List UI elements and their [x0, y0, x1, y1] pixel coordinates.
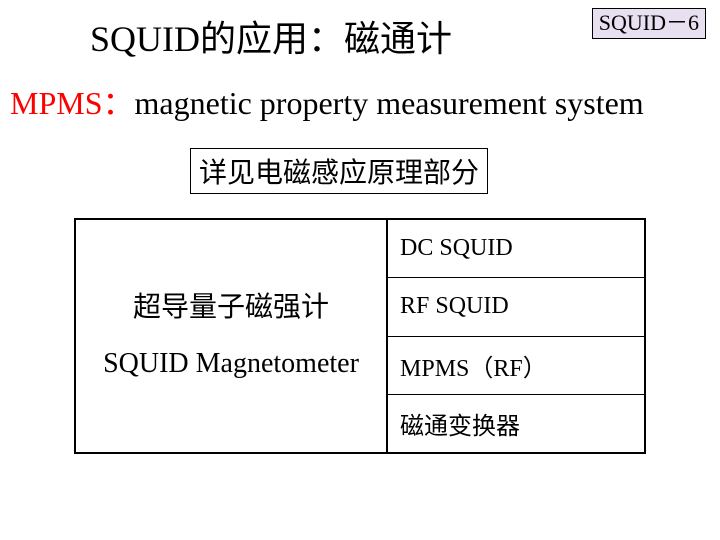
table-right-column: DC SQUID RF SQUID MPMS（RF） 磁通变换器	[388, 220, 644, 452]
table-left-line1: 超导量子磁强计	[133, 280, 329, 336]
table-right-cell-3: 磁通变换器	[388, 395, 644, 452]
table-right-cell-2: MPMS（RF）	[388, 337, 644, 395]
subtitle: MPMS：magnetic property measurement syste…	[10, 78, 644, 124]
reference-note: 详见电磁感应原理部分	[190, 148, 488, 194]
table-right-cell-1: RF SQUID	[388, 278, 644, 336]
acronym-expansion: magnetic property measurement system	[135, 85, 644, 121]
table-right-cell-0: DC SQUID	[388, 220, 644, 278]
table-left-line2: SQUID Magnetometer	[103, 336, 359, 392]
acronym-mpms: MPMS：	[10, 85, 135, 121]
table-left-column: 超导量子磁强计 SQUID Magnetometer	[76, 220, 388, 452]
page-title: SQUID的应用：磁通计	[90, 10, 452, 62]
squid-table: 超导量子磁强计 SQUID Magnetometer DC SQUID RF S…	[74, 218, 646, 454]
page-number-badge: SQUID－6	[592, 8, 706, 39]
